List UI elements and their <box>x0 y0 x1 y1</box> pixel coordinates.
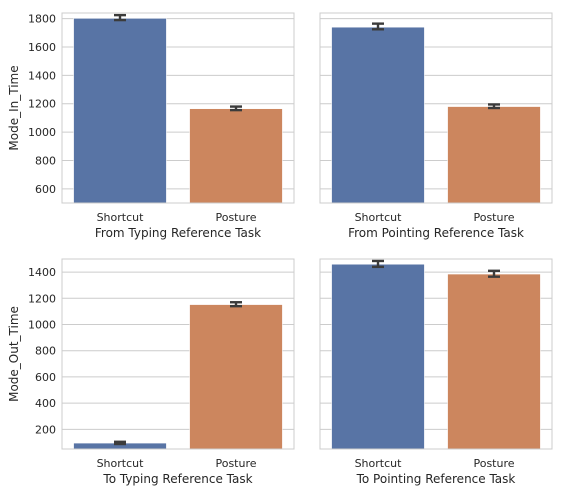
y-tick-label: 600 <box>35 371 56 384</box>
y-tick-label: 400 <box>35 397 56 410</box>
bar-posture <box>190 305 283 449</box>
bar-posture <box>190 109 283 203</box>
y-tick-label: 1000 <box>28 126 56 139</box>
y-tick-label: 800 <box>35 154 56 167</box>
x-tick-label: Shortcut <box>355 211 403 224</box>
subplot-1: 600 800 1000 1200 1400 1600 1800 Shortcut Postur… <box>7 13 294 240</box>
subplot-3: 200 400 600 800 1000 1200 1400 Shortcut Posture T… <box>7 259 294 486</box>
bar-shortcut <box>332 264 425 449</box>
x-axis-label: To Pointing Reference Task <box>356 472 516 486</box>
y-tick-label: 1000 <box>28 319 56 332</box>
x-tick-label: Posture <box>473 457 514 470</box>
y-axis-label: Mode_In_Time <box>7 65 21 150</box>
y-tick-label: 1600 <box>28 41 56 54</box>
bar-shortcut <box>332 27 425 203</box>
bar-shortcut <box>74 18 167 203</box>
x-axis-label: To Typing Reference Task <box>102 472 252 486</box>
y-tick-label: 1400 <box>28 266 56 279</box>
y-axis-label: Mode_Out_Time <box>7 306 21 402</box>
y-tick-label: 1200 <box>28 98 56 111</box>
x-axis-label: From Typing Reference Task <box>95 226 261 240</box>
x-tick-label: Shortcut <box>97 457 145 470</box>
x-tick-label: Posture <box>215 211 256 224</box>
y-tick-label: 1200 <box>28 292 56 305</box>
y-tick-label: 200 <box>35 423 56 436</box>
y-tick-label: 800 <box>35 345 56 358</box>
subplot-2: Shortcut Posture From Pointing Reference T… <box>320 13 552 240</box>
x-tick-label: Shortcut <box>355 457 403 470</box>
x-tick-label: Posture <box>473 211 514 224</box>
bar-posture <box>448 107 541 203</box>
subplot-4: Shortcut Posture To Pointing Reference Tas… <box>320 259 552 486</box>
bar-posture <box>448 274 541 449</box>
y-tick-label: 1800 <box>28 13 56 26</box>
x-tick-label: Posture <box>215 457 256 470</box>
x-tick-label: Shortcut <box>97 211 145 224</box>
x-axis-label: From Pointing Reference Task <box>348 226 524 240</box>
y-tick-label: 1400 <box>28 69 56 82</box>
y-tick-label: 600 <box>35 183 56 196</box>
